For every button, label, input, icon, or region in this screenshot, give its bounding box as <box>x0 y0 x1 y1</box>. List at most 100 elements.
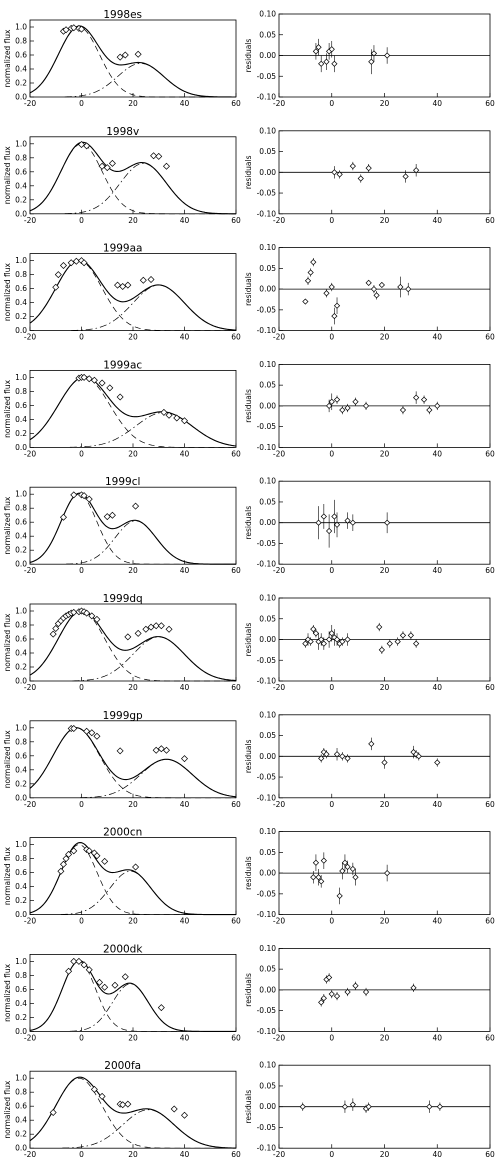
y-tick-label: 0.0 <box>15 443 27 452</box>
residual-data-point <box>373 292 380 299</box>
flux-data-point <box>80 961 88 969</box>
y-tick-label: 0.8 <box>15 737 27 746</box>
residual-data-point <box>344 404 351 412</box>
x-tick-label: 20 <box>380 800 390 809</box>
x-tick-label: 0 <box>329 99 334 108</box>
residual-data-point <box>413 394 420 401</box>
residuals-panel: residuals 0.10 0.05 0.00 -0.05 -0.10-20 0 20 40 6… <box>244 126 495 225</box>
residuals-y-label: residuals <box>244 1090 253 1124</box>
flux-data-point <box>85 375 93 383</box>
x-tick-label: 40 <box>432 1150 442 1159</box>
x-tick-label: -20 <box>273 99 285 108</box>
total-fit-curve <box>29 727 237 798</box>
residuals-y-label: residuals <box>244 856 253 890</box>
flux-data-point <box>59 262 67 269</box>
flux-data-point <box>65 967 73 975</box>
y-tick-label: 1.0 <box>15 23 27 32</box>
y-tick-label: 1.0 <box>15 1074 27 1083</box>
y-tick-label: 0.0 <box>15 560 27 569</box>
y-tick-label: 0.00 <box>259 518 276 527</box>
x-tick-label: 20 <box>128 1033 138 1042</box>
x-tick-label: 40 <box>180 800 190 809</box>
y-tick-label: 0.05 <box>259 30 276 39</box>
flux-data-point <box>181 1111 188 1119</box>
first-component-curve <box>29 1077 236 1149</box>
y-tick-label: -0.10 <box>257 910 277 919</box>
second-component-curve <box>66 520 206 565</box>
flux-axes-frame <box>29 136 237 215</box>
residual-data-point <box>320 513 327 520</box>
residual-data-point <box>302 640 309 647</box>
flux-data-point <box>108 159 116 167</box>
y-tick-label: 0.8 <box>15 1088 27 1097</box>
x-tick-label: 0 <box>79 1150 84 1159</box>
flux-data-point <box>85 966 93 974</box>
panel-title: 1998es <box>103 9 142 21</box>
x-tick-label: -20 <box>24 800 36 809</box>
flux-data-point <box>124 633 132 641</box>
flux-y-label: normalized flux <box>3 847 12 906</box>
x-tick-label: 20 <box>380 99 390 108</box>
x-tick-label: 60 <box>231 800 241 809</box>
residual-data-point <box>399 406 407 414</box>
y-tick-label: 0.4 <box>15 65 27 74</box>
x-tick-label: 40 <box>432 683 442 692</box>
y-tick-label: 0.05 <box>259 848 276 857</box>
residual-data-point <box>344 755 351 762</box>
residual-data-point <box>310 259 317 266</box>
y-tick-label: 0.10 <box>259 243 276 252</box>
y-tick-label: 0.4 <box>15 415 27 424</box>
x-tick-label: 0 <box>79 917 84 926</box>
residual-data-point <box>352 982 359 989</box>
residual-data-point <box>331 513 338 520</box>
y-tick-label: 1.0 <box>15 957 27 966</box>
residuals-panel: residuals 0.10 0.05 0.00 -0.05 -0.10-20 0 20 40 6… <box>244 360 495 459</box>
flux-data-point <box>124 1100 132 1108</box>
y-tick-label: 0.2 <box>15 663 27 672</box>
flux-data-point <box>98 1092 106 1100</box>
y-tick-label: 0.2 <box>15 896 27 905</box>
x-tick-label: 40 <box>432 333 442 342</box>
flux-data-point <box>80 373 88 381</box>
y-tick-label: 0.10 <box>259 710 276 719</box>
y-tick-label: 0.8 <box>15 387 27 396</box>
residual-data-point <box>349 865 356 873</box>
y-tick-label: -0.10 <box>257 209 277 218</box>
flux-data-point <box>155 152 163 160</box>
x-tick-label: 60 <box>485 216 495 225</box>
second-component-curve <box>60 870 200 915</box>
flux-data-point <box>121 51 129 59</box>
total-fit-curve <box>29 960 236 1032</box>
y-tick-label: 0.6 <box>15 518 27 527</box>
residual-data-point <box>328 990 335 998</box>
residual-data-point <box>333 302 341 309</box>
residuals-y-label: residuals <box>244 39 253 73</box>
residual-data-point <box>326 636 333 643</box>
y-tick-label: 0.10 <box>259 360 276 369</box>
y-tick-label: 0.2 <box>15 312 27 321</box>
y-tick-label: -0.10 <box>257 677 277 686</box>
x-tick-label: 0 <box>79 449 84 458</box>
residual-data-point <box>402 173 409 180</box>
residual-data-point <box>326 527 333 535</box>
y-tick-label: 0.0 <box>15 1027 27 1036</box>
x-tick-label: 60 <box>231 449 241 458</box>
y-tick-label: 0.0 <box>15 209 27 218</box>
residual-data-point <box>315 874 322 881</box>
x-tick-label: 0 <box>329 1033 334 1042</box>
x-tick-label: -20 <box>24 917 36 926</box>
x-tick-label: 20 <box>380 917 390 926</box>
residual-data-point <box>376 623 383 631</box>
residual-data-point <box>312 48 320 55</box>
flux-axes-frame <box>29 486 237 565</box>
x-tick-label: 40 <box>432 566 442 575</box>
x-tick-label: 60 <box>231 566 241 575</box>
panel-title: 1998v <box>106 126 139 138</box>
